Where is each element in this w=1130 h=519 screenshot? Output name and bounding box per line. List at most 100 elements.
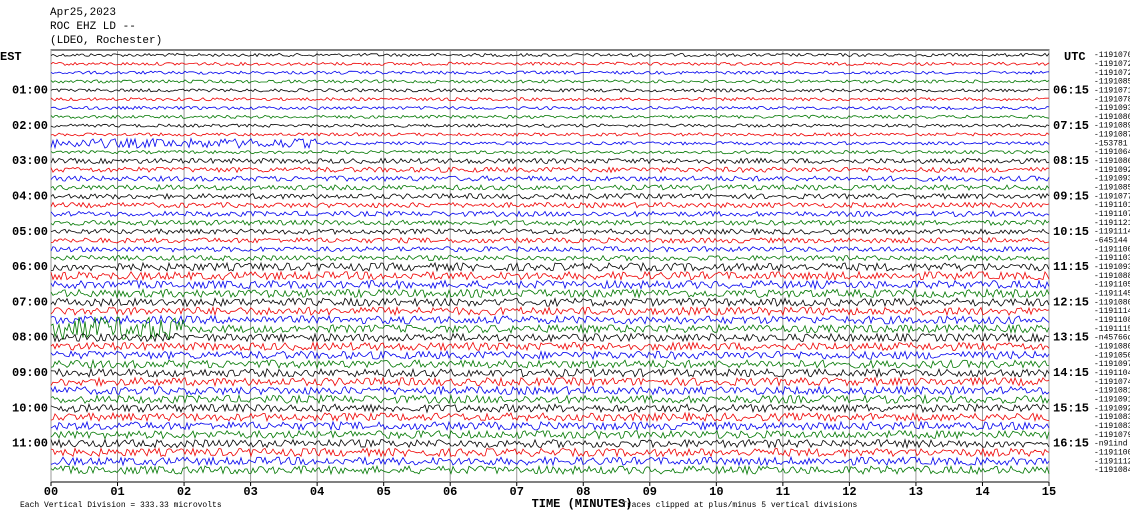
trace-value: -1191115 [1094,325,1130,334]
trace [50,227,1050,236]
trace-value: -1191071 [1094,86,1130,95]
trace [50,341,1050,352]
trace-value: -1191083 [1094,422,1130,431]
trace-value: -1191064 [1094,148,1130,157]
trace-value: -n91ind [1094,440,1128,449]
utc-time: 06:15 [1053,83,1089,97]
trace-value: -1191121 [1094,219,1130,228]
utc-time: 14:15 [1053,366,1089,380]
x-tick-label: 07 [510,485,524,499]
utc-time: 09:15 [1053,189,1089,203]
x-tick-label: 05 [376,485,390,499]
trace [50,314,1050,325]
trace-value: -1191100 [1094,245,1130,254]
x-tick-label: 13 [909,485,923,499]
trace-value: -1191114 [1094,307,1130,316]
utc-time: 13:15 [1053,331,1089,345]
trace-value: -1191093 [1094,175,1130,184]
trace-value: -1191080 [1094,298,1130,307]
trace [50,464,1050,476]
trace-value: -1191085 [1094,78,1130,87]
x-tick-label: 02 [177,485,191,499]
trace [50,349,1050,361]
trace [50,137,1050,150]
utc-time: 16:15 [1053,437,1089,451]
est-time: 08:00 [12,331,48,345]
est-time: 04:00 [12,189,48,203]
trace [50,166,1050,174]
trace-value: -1191070 [1094,51,1130,60]
x-tick-label: 11 [776,485,790,499]
trace-value: -1191091 [1094,395,1130,404]
trace-value: -1191083 [1094,413,1130,422]
utc-time: 11:15 [1053,260,1089,274]
est-time: 11:00 [12,437,48,451]
trace [50,455,1050,467]
trace-value: -1191089 [1094,122,1130,131]
trace [50,192,1050,200]
trace [50,236,1050,244]
x-title: TIME (MINUTES) [532,497,633,511]
est-time: 02:00 [12,119,48,133]
trace-value: -645144 [1094,237,1128,246]
trace [50,114,1050,120]
trace [50,332,1050,343]
utc-time: 07:15 [1053,119,1089,133]
clip-note: Traces clipped at plus/minus 5 vertical … [622,501,857,510]
trace-value: -1191079 [1094,431,1130,440]
station: ROC EHZ LD -- [50,21,136,33]
trace-value: -1191105 [1094,281,1130,290]
est-time: 03:00 [12,154,48,168]
trace [50,306,1050,317]
trace-value: -1191088 [1094,272,1130,281]
est-time: 07:00 [12,295,48,309]
trace [50,219,1050,227]
trace-value: -1191097 [1094,360,1130,369]
trace-value: -1191084 [1094,466,1130,475]
trace-value: -1191101 [1094,201,1130,210]
trace-value: -1191092 [1094,166,1130,175]
x-tick-label: 15 [1042,485,1056,499]
trace [50,149,1050,155]
trace [50,403,1050,414]
network: (LDEO, Rochester) [50,35,162,47]
trace [50,429,1050,441]
est-time: 06:00 [12,260,48,274]
trace-value: -1191085 [1094,184,1130,193]
est-time: 05:00 [12,225,48,239]
trace [50,105,1050,111]
est-time: 10:00 [12,401,48,415]
trace-value: -1191103 [1094,254,1130,263]
trace [50,254,1050,262]
x-tick-label: 09 [643,485,657,499]
trace [50,411,1050,423]
trace-value: -1191093 [1094,263,1130,272]
utc-time: 15:15 [1053,401,1089,415]
trace [50,70,1050,75]
x-tick-label: 12 [842,485,856,499]
trace [50,52,1050,58]
trace-value: -1191086 [1094,157,1130,166]
trace-value: -1191080 [1094,113,1130,122]
trace-value: -1191104 [1094,369,1130,378]
trace-value: -1191080 [1094,342,1130,351]
trace [50,201,1050,209]
trace-value: -1191072 [1094,69,1130,78]
trace-value: -1191100 [1094,448,1130,457]
trace [50,245,1050,253]
utc-time: 10:15 [1053,225,1089,239]
trace [50,279,1050,291]
trace [50,123,1050,128]
trace-value: -153781 [1094,139,1128,148]
scale-note: Each Vertical Division = 333.33 microvol… [20,501,222,510]
trace [50,393,1050,405]
trace-value: -1191093 [1094,104,1130,113]
trace-value: -1191108 [1094,316,1130,325]
trace [50,61,1050,66]
trace [50,261,1050,273]
trace-value: -1191074 [1094,378,1130,387]
trace [50,210,1050,218]
trace-value: -1191081 [1094,387,1130,396]
trace-value: -1191077 [1094,192,1130,201]
trace-value: -1191145 [1094,290,1130,299]
